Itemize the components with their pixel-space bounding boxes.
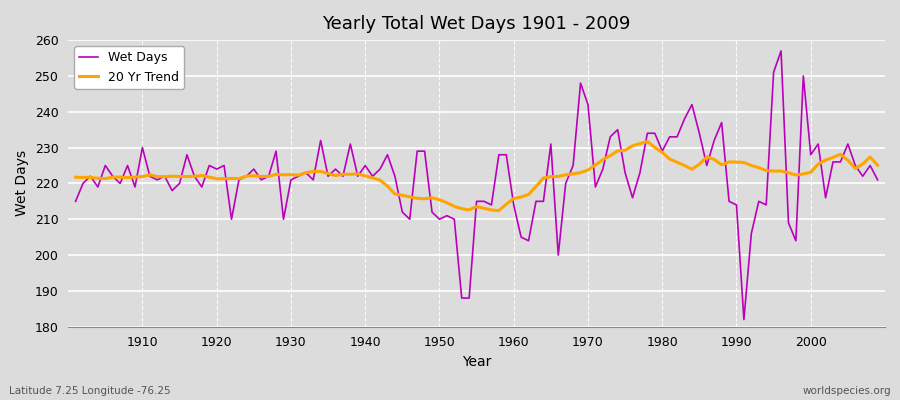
Text: Latitude 7.25 Longitude -76.25: Latitude 7.25 Longitude -76.25: [9, 386, 171, 396]
20 Yr Trend: [872, 163, 883, 168]
20 Yr Trend: [605, 153, 616, 158]
Wet Days: [776, 48, 787, 53]
Line: 20 Yr Trend: 20 Yr Trend: [76, 142, 878, 211]
20 Yr Trend: [338, 172, 348, 177]
Legend: Wet Days, 20 Yr Trend: Wet Days, 20 Yr Trend: [75, 46, 184, 89]
20 Yr Trend: [70, 175, 81, 180]
20 Yr Trend: [493, 208, 504, 213]
Wet Days: [501, 152, 512, 157]
20 Yr Trend: [130, 175, 140, 180]
X-axis label: Year: Year: [462, 355, 491, 369]
Y-axis label: Wet Days: Wet Days: [15, 150, 29, 216]
20 Yr Trend: [508, 196, 519, 201]
Line: Wet Days: Wet Days: [76, 51, 878, 320]
Text: worldspecies.org: worldspecies.org: [803, 386, 891, 396]
Wet Days: [338, 174, 348, 179]
Wet Days: [872, 178, 883, 182]
Wet Days: [293, 174, 304, 179]
Wet Days: [508, 202, 519, 207]
Wet Days: [130, 184, 140, 189]
Title: Yearly Total Wet Days 1901 - 2009: Yearly Total Wet Days 1901 - 2009: [322, 15, 631, 33]
Wet Days: [70, 199, 81, 204]
20 Yr Trend: [642, 139, 652, 144]
Wet Days: [739, 317, 750, 322]
20 Yr Trend: [516, 195, 526, 200]
20 Yr Trend: [293, 173, 304, 178]
Wet Days: [598, 167, 608, 172]
